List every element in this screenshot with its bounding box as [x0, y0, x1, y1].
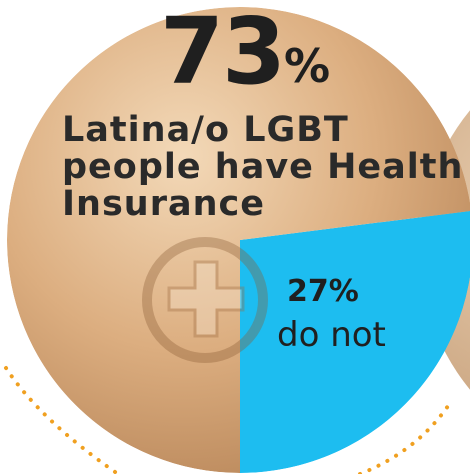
- dotted-arc-left: [4, 366, 120, 474]
- medical-cross-icon: [142, 237, 268, 363]
- headline-caption-line: Latina/o LGBT: [62, 110, 349, 150]
- headline-percentage: 73%: [160, 0, 330, 105]
- headline-caption-line: Insurance: [62, 184, 265, 224]
- pie-slice-not-insured: [240, 210, 470, 473]
- headline-caption-line: people have Health: [62, 147, 464, 187]
- slice-percentage: 27%: [287, 274, 359, 309]
- headline-caption: Latina/o LGBT people have Health Insuran…: [62, 112, 463, 223]
- dotted-arc-right: [358, 398, 454, 474]
- slice-caption: do not: [277, 315, 386, 355]
- pie-slice-insured: [7, 7, 470, 473]
